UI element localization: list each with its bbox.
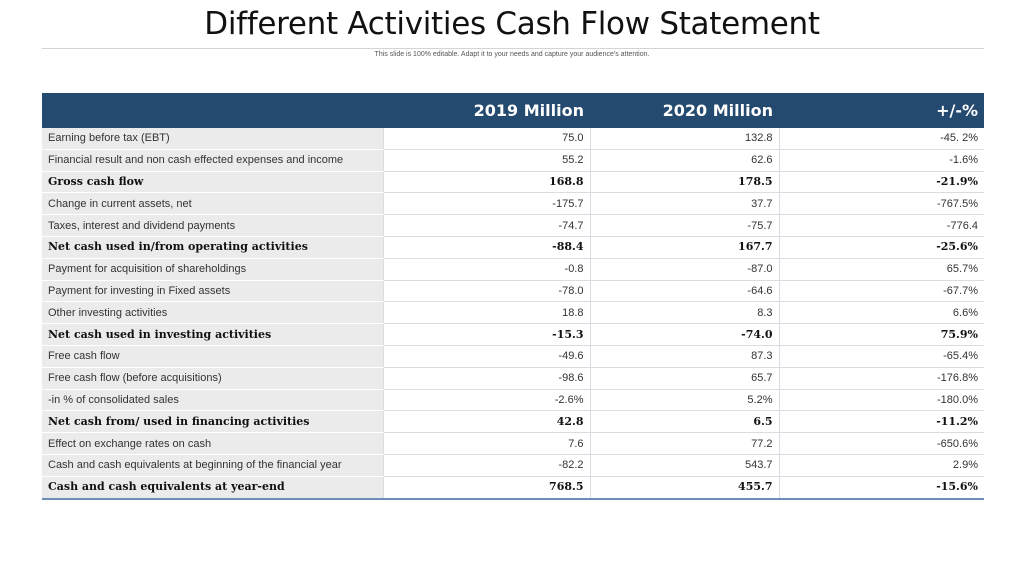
value-2019: -2.6% [382,389,590,412]
table-row: Cash and cash equivalents at beginning o… [42,454,984,477]
table-row: Payment for investing in Fixed assets -78… [42,280,984,303]
value-2019: -78.0 [382,280,590,303]
row-label: Net cash used in investing activities [42,323,383,346]
cash-flow-table: 2019 Million 2020 Million +/-% Earning b… [42,93,984,500]
value-change: -25.6% [778,236,984,259]
value-2019: -98.6 [382,367,590,390]
value-change: -67.7% [778,280,984,303]
value-2020: 543.7 [589,454,779,477]
row-label: Net cash from/ used in financing activit… [42,410,383,434]
header-change: +/-% [779,93,984,128]
value-2019: 42.8 [382,410,590,434]
page-title: Different Activities Cash Flow Statement [204,6,820,42]
value-change: -11.2% [778,410,984,434]
value-change: 65.7% [778,258,984,281]
value-change: -650.6% [778,432,984,455]
value-2020: 6.5 [589,410,779,434]
page-subtitle: This slide is 100% editable. Adapt it to… [374,51,650,58]
cash-flow-table-container: 2019 Million 2020 Million +/-% Earning b… [42,93,984,500]
table-row: Change in current assets, net -175.7 37.7-… [42,192,984,216]
value-2020: 178.5 [589,171,779,194]
row-label: Financial result and non cash effected e… [42,149,383,172]
header-label-cell [42,93,383,128]
value-2019: -88.4 [382,236,590,259]
table-body: Earning before tax (EBT) 75.0 132.8 -45. 2%… [42,128,984,500]
table-header-row: 2019 Million 2020 Million +/-% [42,93,984,128]
row-label: Effect on exchange rates on cash [42,432,383,455]
value-2020: -64.6 [589,280,779,303]
value-change: -767.5% [778,192,984,216]
value-2019: 75.0 [382,128,590,150]
row-label: Payment for acquisition of shareholdings [42,258,383,281]
value-2020: 455.7 [589,476,779,500]
value-2019: 55.2 [382,149,590,172]
title-divider [42,48,984,49]
value-2020: 37.7 [589,192,779,216]
table-row: Other investing activities 18.8 8.3 6.6% [42,301,984,325]
value-change: -15.6% [778,476,984,500]
row-label: Free cash flow [42,345,383,368]
table-row: Free cash flow (before acquisitions) -98.… [42,367,984,390]
value-2020: 62.6 [589,149,779,172]
value-2019: 168.8 [382,171,590,194]
value-2019: -74.7 [382,214,590,237]
value-change: -65.4% [778,345,984,368]
value-2019: 768.5 [382,476,590,500]
table-row: Gross cash flow 168.8 178.5 -21.9% [42,171,984,194]
table-row: Financial result and non cash effected e… [42,149,984,172]
value-change: -45. 2% [778,128,984,150]
value-change: -1.6% [778,149,984,172]
value-change: 2.9% [778,454,984,477]
row-label: Gross cash flow [42,171,383,194]
table-row: Earning before tax (EBT) 75.0 132.8 -45. 2% [42,128,984,150]
value-2019: 18.8 [382,301,590,325]
table-row: Net cash from/ used in financing activit… [42,410,984,434]
value-2020: -87.0 [589,258,779,281]
row-label: -in % of consolidated sales [42,389,383,412]
value-2020: 77.2 [589,432,779,455]
table-row: Effect on exchange rates on cash 7.6 77.2-… [42,432,984,455]
row-label: Net cash used in/from operating activiti… [42,236,383,259]
value-change: -176.8% [778,367,984,390]
value-2020: 167.7 [589,236,779,259]
value-2020: 5.2% [589,389,779,412]
value-change: -21.9% [778,171,984,194]
row-label: Cash and cash equivalents at year-end [42,476,383,500]
row-label: Earning before tax (EBT) [42,128,383,150]
value-change: 75.9% [778,323,984,346]
table-row: Net cash used in/from operating activiti… [42,236,984,259]
value-2020: 132.8 [589,128,779,150]
value-change: -776.4 [778,214,984,237]
table-row: Net cash used in investing activities -15… [42,323,984,346]
table-row: Taxes, interest and dividend payments -74… [42,214,984,237]
row-label: Other investing activities [42,301,383,325]
value-2019: 7.6 [382,432,590,455]
value-2020: -75.7 [589,214,779,237]
value-2020: 8.3 [589,301,779,325]
row-label: Free cash flow (before acquisitions) [42,367,383,390]
table-row: Payment for acquisition of shareholdings… [42,258,984,281]
header-2019: 2019 Million [383,93,590,128]
value-change: 6.6% [778,301,984,325]
table-row: Free cash flow -49.6 87.3 -65.4% [42,345,984,368]
value-2019: -175.7 [382,192,590,216]
value-2020: -74.0 [589,323,779,346]
row-label: Payment for investing in Fixed assets [42,280,383,303]
table-row: Cash and cash equivalents at year-end 768… [42,476,984,500]
row-label: Change in current assets, net [42,192,383,216]
row-label: Cash and cash equivalents at beginning o… [42,454,383,477]
header-2020: 2020 Million [590,93,779,128]
value-2019: -15.3 [382,323,590,346]
value-2020: 65.7 [589,367,779,390]
value-2019: -82.2 [382,454,590,477]
table-row: -in % of consolidated sales -2.6% 5.2% -180… [42,389,984,412]
value-2020: 87.3 [589,345,779,368]
row-label: Taxes, interest and dividend payments [42,214,383,237]
value-2019: -0.8 [382,258,590,281]
value-change: -180.0% [778,389,984,412]
value-2019: -49.6 [382,345,590,368]
